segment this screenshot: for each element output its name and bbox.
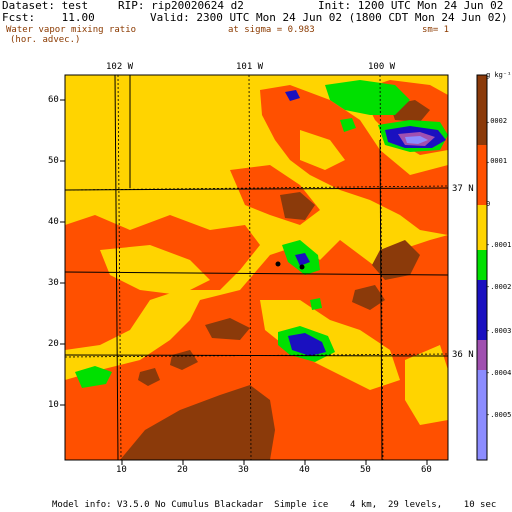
yellow-pocket-4	[300, 130, 345, 170]
axis-ticks	[60, 99, 428, 465]
colorbar-units: g kg⁻¹	[486, 71, 512, 79]
longitude-label-100w: 100 W	[368, 62, 396, 72]
smoothing-label: sm= 1	[422, 25, 450, 35]
colorbar-label-3: -.0001	[486, 241, 512, 249]
rip-label: RIP: rip20020624 d2	[118, 0, 244, 12]
sigma-label: at sigma = 0.983	[228, 25, 315, 35]
colorbar-label-6: -.0004	[486, 369, 512, 377]
init-label: Init: 1200 UTC Mon 24 Jun 02	[318, 0, 504, 12]
colorbar-label-0: .0002	[486, 117, 508, 125]
y-tick-40: 40	[48, 217, 59, 227]
forecast-label: Fcst: 11.00	[2, 11, 95, 24]
brown-region-7	[138, 368, 160, 386]
y-tick-50: 50	[48, 156, 59, 166]
yellow-pocket-5	[405, 345, 448, 425]
orange-region-center	[65, 235, 448, 460]
colorbar-brown	[477, 75, 487, 145]
brown-region-south	[120, 385, 275, 460]
orange-region-north	[260, 85, 448, 235]
model-info: Model info: V3.5.0 No Cumulus Blackadar …	[52, 500, 497, 510]
boundary-lines	[65, 75, 448, 460]
yellow-pocket-3	[330, 200, 400, 245]
colorbar-yellow	[477, 205, 487, 250]
colorbar-label-4: -.0002	[486, 283, 512, 291]
longitude-label-101w: 101 W	[236, 62, 264, 72]
x-tick-30: 30	[238, 465, 249, 475]
blue-spot-center	[295, 253, 310, 266]
colorbar-label-2: 0	[486, 200, 491, 208]
colorbar	[476, 74, 488, 461]
brown-region-3	[205, 318, 250, 340]
colorbar-green	[477, 250, 487, 280]
y-tick-60: 60	[48, 95, 59, 105]
colorbar-label-7: -.0005	[486, 411, 512, 419]
brown-region-2	[280, 192, 315, 220]
green-region-west	[75, 366, 112, 388]
brown-region-1	[372, 240, 420, 280]
colorbar-lavender	[477, 370, 487, 460]
brown-region-6	[352, 285, 385, 310]
x-tick-60: 60	[421, 465, 432, 475]
blue-region-south	[288, 333, 326, 356]
blue-spot-north	[285, 90, 300, 101]
colorbar-purple	[477, 340, 487, 370]
field-name: Water vapor mixing ratio	[6, 25, 137, 35]
x-tick-20: 20	[177, 465, 188, 475]
x-tick-40: 40	[299, 465, 310, 475]
plot-frame	[64, 74, 449, 461]
colorbar-blue	[477, 280, 487, 340]
colorbar-orange	[477, 145, 487, 205]
y-tick-20: 20	[48, 339, 59, 349]
latitude-label-36n: 36 N	[452, 350, 474, 360]
station-dot-1	[275, 261, 281, 267]
y-tick-10: 10	[48, 400, 59, 410]
green-spot-2	[310, 298, 322, 310]
y-tick-30: 30	[48, 278, 59, 288]
dataset-label: Dataset: test	[2, 0, 89, 12]
station-dot-2	[299, 264, 305, 270]
lavender-region-ne	[405, 136, 428, 144]
field-subtitle: (hor. advec.)	[10, 35, 81, 45]
colorbar-label-1: .0001	[486, 157, 508, 165]
latitude-label-37n: 37 N	[452, 184, 474, 194]
contour-field	[65, 75, 448, 460]
x-tick-50: 50	[360, 465, 371, 475]
latlon-grid	[65, 75, 448, 460]
longitude-label-102w: 102 W	[106, 62, 134, 72]
colorbar-label-5: -.0003	[486, 327, 512, 335]
yellow-pocket-2	[100, 245, 210, 295]
x-tick-10: 10	[116, 465, 127, 475]
valid-label: Valid: 2300 UTC Mon 24 Jun 02 (1800 CDT …	[150, 11, 508, 24]
green-region-north	[325, 80, 410, 115]
green-spot-1	[340, 118, 356, 132]
